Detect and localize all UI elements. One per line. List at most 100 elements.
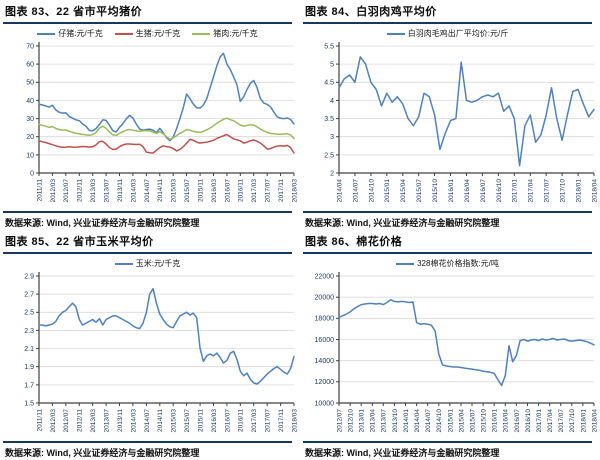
x-tick-label: 2014/11: [157, 409, 164, 432]
x-tick-label: 2017/10: [560, 179, 567, 203]
x-tick-label: 2017/01: [536, 409, 543, 433]
legend-line-swatch: [192, 32, 211, 35]
x-tick-label: 2016/07: [514, 409, 521, 433]
x-tick-label: 2013/03: [90, 409, 97, 433]
y-tick-label: 22000: [315, 273, 335, 280]
series-line: [38, 287, 295, 385]
x-tick-label: 2016/03: [211, 409, 218, 433]
x-tick-label: 2011/11: [36, 409, 43, 432]
x-tick-label: 2016/10: [496, 179, 503, 203]
chart-legend: 仔猪:元/千克 生猪:元/千克 猪肉:元/千克: [3, 28, 292, 39]
chart-panel-86-cotton-price: 图表 86、棉花价格 328棉花价格指数:元/吨 10000 12000 14000…: [300, 230, 600, 460]
x-tick-label: 2017/01: [512, 179, 519, 203]
x-tick-label: 2015/11: [198, 409, 205, 432]
line-chart: 1.5 1.7 1.9 2.1 2.3 2.5 2.7 2.9 2011/11 2012/03 20…: [24, 272, 298, 433]
y-tick-label: 20000: [315, 295, 335, 302]
chart-title: 图表 85、22 省市玉米平均价: [3, 233, 292, 254]
x-tick-label: 2015/01: [447, 409, 454, 433]
y-tick-label: 18000: [315, 316, 335, 323]
legend-item: 猪肉:元/千克: [192, 28, 258, 39]
legend-label: 生猪:元/千克: [135, 29, 181, 38]
x-tick-label: 2012/03: [50, 179, 57, 203]
x-tick-label: 2017/07: [265, 179, 272, 203]
y-tick-label: 2: [330, 170, 334, 177]
x-tick-label: 2017/07: [558, 409, 565, 433]
y-tick-label: 2.9: [24, 273, 34, 280]
x-tick-label: 2012/07: [63, 179, 70, 203]
legend-item: 玉米:元/千克: [114, 258, 181, 269]
x-tick-label: 2017/07: [265, 409, 272, 433]
x-tick-label: 2017/04: [547, 409, 554, 433]
x-tick-label: 2016/03: [211, 179, 218, 203]
x-tick-label: 2016/07: [224, 179, 231, 203]
x-tick-label: 2015/07: [184, 409, 191, 433]
legend-item: 328棉花价格指数:元/吨: [396, 258, 499, 269]
y-tick-label: 0: [30, 170, 34, 177]
y-tick-label: 2.5: [324, 152, 334, 159]
x-tick-label: 2011/11: [36, 179, 43, 202]
y-tick-label: 14000: [315, 358, 335, 365]
legend-item: 仔猪:元/千克: [37, 28, 103, 39]
x-tick-label: 2014/07: [425, 409, 432, 433]
x-tick-label: 2017/10: [569, 409, 576, 433]
x-tick-label: 2014/04: [414, 409, 421, 433]
series-line: [338, 56, 595, 167]
x-tick-label: 2015/03: [171, 179, 178, 203]
x-tick-label: 2013/07: [381, 409, 388, 433]
y-tick-label: 1.7: [24, 382, 34, 389]
y-tick-label: 2.3: [24, 328, 34, 335]
legend-label: 猪肉:元/千克: [213, 29, 258, 38]
x-tick-label: 2018/01: [580, 409, 587, 433]
y-tick-label: 2.1: [24, 346, 34, 353]
legend-label: 仔猪:元/千克: [58, 29, 103, 38]
x-tick-label: 2012/10: [348, 409, 355, 433]
x-tick-label: 2012/07: [336, 409, 343, 433]
chart-panel-84-broiler-price: 图表 84、白羽肉鸡平均价 白羽肉毛鸡出厂平均价:元/斤 2 2.5 3 3.5 4 4.…: [300, 0, 600, 230]
x-tick-label: 2017/11: [278, 409, 285, 432]
legend-item: 生猪:元/千克: [114, 28, 181, 39]
y-tick-label: 12000: [315, 379, 335, 386]
x-tick-label: 2018/04: [591, 409, 598, 433]
y-tick-label: 16000: [315, 337, 335, 344]
line-chart: 0 10 20 30 40 50 60 70 2011/11 2012/03 2012/07 2012…: [26, 42, 298, 203]
x-tick-label: 2016/11: [238, 409, 245, 432]
x-tick-label: 2014/03: [130, 409, 137, 433]
x-tick-label: 2015/03: [171, 409, 178, 433]
y-tick-label: 60: [26, 62, 34, 69]
x-tick-label: 2013/11: [117, 179, 124, 202]
legend-item: 白羽肉毛鸡出厂平均价:元/斤: [386, 28, 508, 39]
x-tick-label: 2015/10: [481, 409, 488, 433]
legend-label: 玉米:元/千克: [135, 259, 181, 268]
legend-line-swatch: [396, 262, 415, 265]
chart-legend: 328棉花价格指数:元/吨: [303, 258, 592, 269]
x-tick-label: 2016/01: [492, 409, 499, 433]
x-tick-label: 2013/07: [104, 409, 111, 433]
series-line: [38, 52, 295, 142]
series-line: [38, 117, 295, 141]
chart-legend: 玉米:元/千克: [3, 258, 292, 269]
chart-title: 图表 84、白羽肉鸡平均价: [303, 3, 592, 24]
series-line: [38, 133, 295, 154]
data-source-note: 数据来源: Wind, 兴业证券经济与金融研究院整理: [3, 211, 292, 229]
y-tick-label: 4.5: [324, 80, 334, 87]
y-tick-label: 1.5: [24, 400, 34, 407]
x-tick-label: 2014/07: [144, 409, 151, 433]
x-tick-label: 2018/04: [591, 179, 598, 203]
x-tick-label: 2018/03: [291, 409, 298, 433]
x-tick-label: 2015/11: [198, 179, 205, 202]
x-tick-label: 2017/04: [528, 179, 535, 203]
y-tick-label: 30: [26, 116, 34, 123]
x-tick-label: 2015/07: [416, 179, 423, 203]
x-tick-label: 2017/03: [251, 179, 258, 203]
x-tick-label: 2016/10: [525, 409, 532, 433]
x-tick-label: 2016/01: [448, 179, 455, 203]
chart-title: 图表 86、棉花价格: [303, 233, 592, 254]
x-tick-label: 2014/11: [157, 179, 164, 202]
x-tick-label: 2017/07: [544, 179, 551, 203]
x-tick-label: 2016/07: [480, 179, 487, 203]
y-tick-label: 10: [26, 152, 34, 159]
legend-line-swatch: [386, 32, 405, 35]
x-tick-label: 2012/07: [63, 409, 70, 433]
x-tick-label: 2012/03: [50, 409, 57, 433]
